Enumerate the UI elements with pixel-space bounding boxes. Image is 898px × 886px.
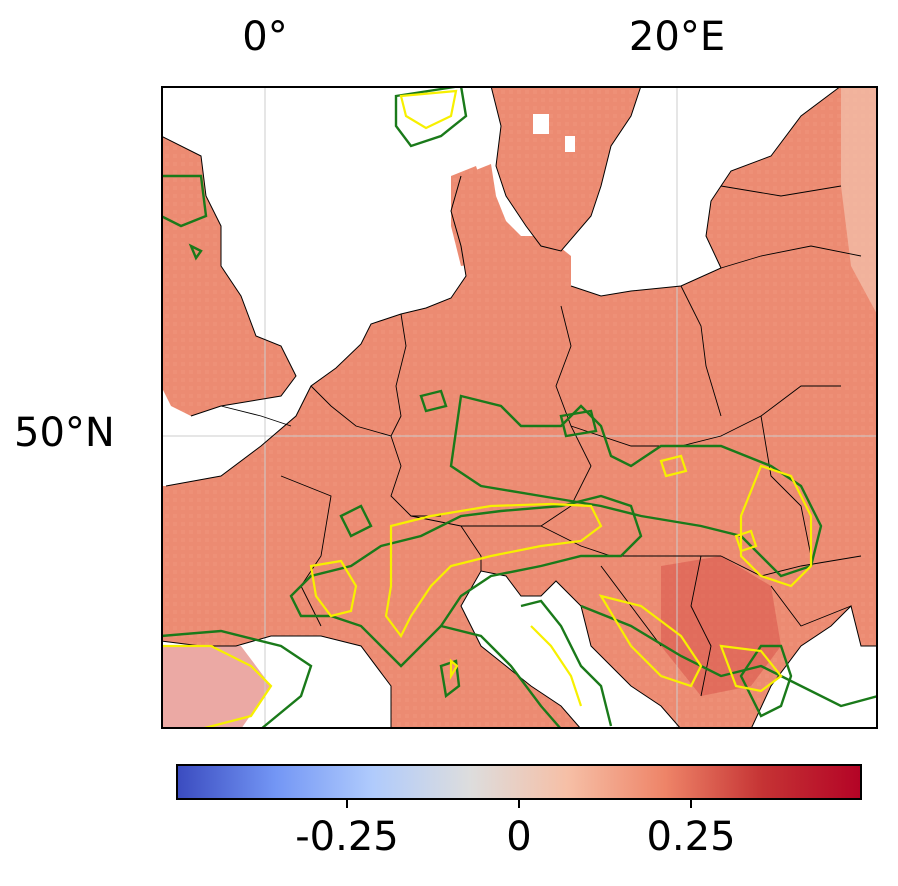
contours-green (161, 86, 878, 729)
land-great-britain (161, 136, 296, 416)
ocean-hole-2 (565, 136, 575, 152)
colorbar-tick-neg025 (346, 800, 348, 808)
colorbar-label-0: 0 (506, 814, 532, 860)
colorbar (176, 764, 862, 800)
map-frame (161, 86, 878, 729)
ocean-hole-1 (533, 114, 549, 134)
lat-label-50n: 50°N (14, 410, 115, 456)
land-scandinavia (491, 86, 641, 251)
land-jutland (451, 166, 491, 266)
colorbar-tick-025 (690, 800, 692, 808)
hot-patch-iberia (161, 646, 271, 729)
europe-map (161, 86, 878, 729)
contours-yellow (161, 89, 813, 729)
lon-label-0: 0° (242, 14, 288, 60)
cool-patch-east (841, 86, 878, 316)
colorbar-label-025: 0.25 (646, 814, 736, 860)
colorbar-tick-0 (518, 800, 520, 808)
lon-label-20e: 20°E (628, 14, 726, 60)
land-sardinia (441, 701, 464, 729)
colorbar-label-neg025: -0.25 (295, 814, 399, 860)
coastlines (161, 86, 878, 729)
